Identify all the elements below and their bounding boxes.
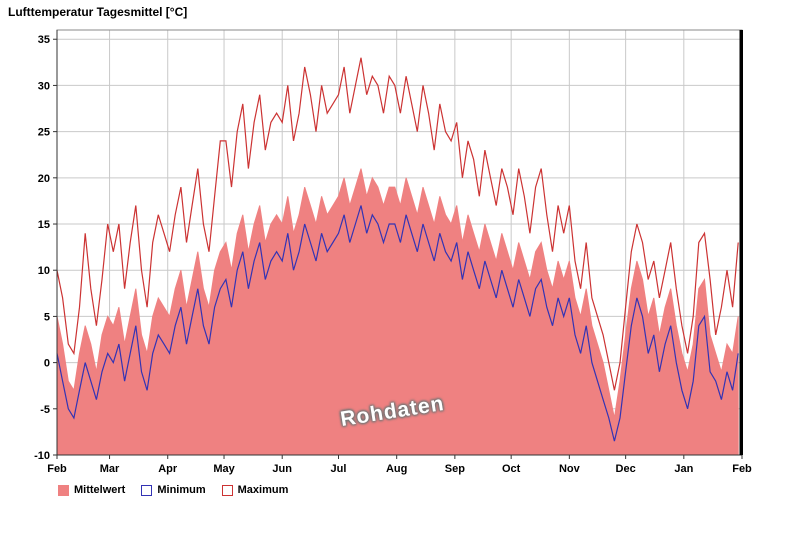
y-tick-label: 5 <box>44 311 50 323</box>
series-mittelwert-area <box>56 168 739 456</box>
legend-item-minimum: Minimum <box>141 484 206 496</box>
legend-label-minimum: Minimum <box>157 484 206 496</box>
y-tick-label: 10 <box>38 265 50 277</box>
chart-legend: Mittelwert Minimum Maximum <box>58 484 288 496</box>
chart-title: Lufttemperatur Tagesmittel [°C] <box>8 5 188 19</box>
legend-swatch-minimum <box>141 484 153 496</box>
y-tick-label: -5 <box>40 404 50 416</box>
x-tick-label: Feb <box>47 463 67 475</box>
x-tick-label: Nov <box>559 463 581 475</box>
legend-swatch-maximum <box>221 484 233 496</box>
y-tick-label: 30 <box>38 80 50 92</box>
x-tick-label: Mar <box>100 463 120 475</box>
y-tick-label: 35 <box>38 34 50 46</box>
x-tick-label: Jan <box>674 463 693 475</box>
legend-label-mittelwert: Mittelwert <box>74 484 126 496</box>
x-tick-label: Apr <box>158 463 178 475</box>
y-tick-label: 15 <box>38 219 50 231</box>
x-tick-label: Sep <box>445 463 465 475</box>
x-tick-label: Dec <box>616 463 636 475</box>
x-tick-label: Aug <box>386 463 407 475</box>
y-tick-label: -10 <box>34 450 50 462</box>
y-tick-label: 20 <box>38 173 50 185</box>
y-tick-label: 0 <box>44 358 50 370</box>
y-tick-label: 25 <box>38 127 50 139</box>
series-minimum-line <box>56 205 739 442</box>
legend-label-maximum: Maximum <box>237 484 289 496</box>
x-tick-label: Jul <box>331 463 347 475</box>
series-maximum-line <box>56 57 739 391</box>
x-tick-label: May <box>213 463 235 475</box>
x-tick-label: Oct <box>502 463 521 475</box>
legend-item-mittelwert: Mittelwert <box>58 484 125 496</box>
legend-item-maximum: Maximum <box>221 484 289 496</box>
right-edge-marker-line <box>739 30 743 455</box>
x-tick-label: Jun <box>272 463 292 475</box>
x-tick-label: Feb <box>732 463 752 475</box>
legend-swatch-mittelwert <box>58 484 69 496</box>
